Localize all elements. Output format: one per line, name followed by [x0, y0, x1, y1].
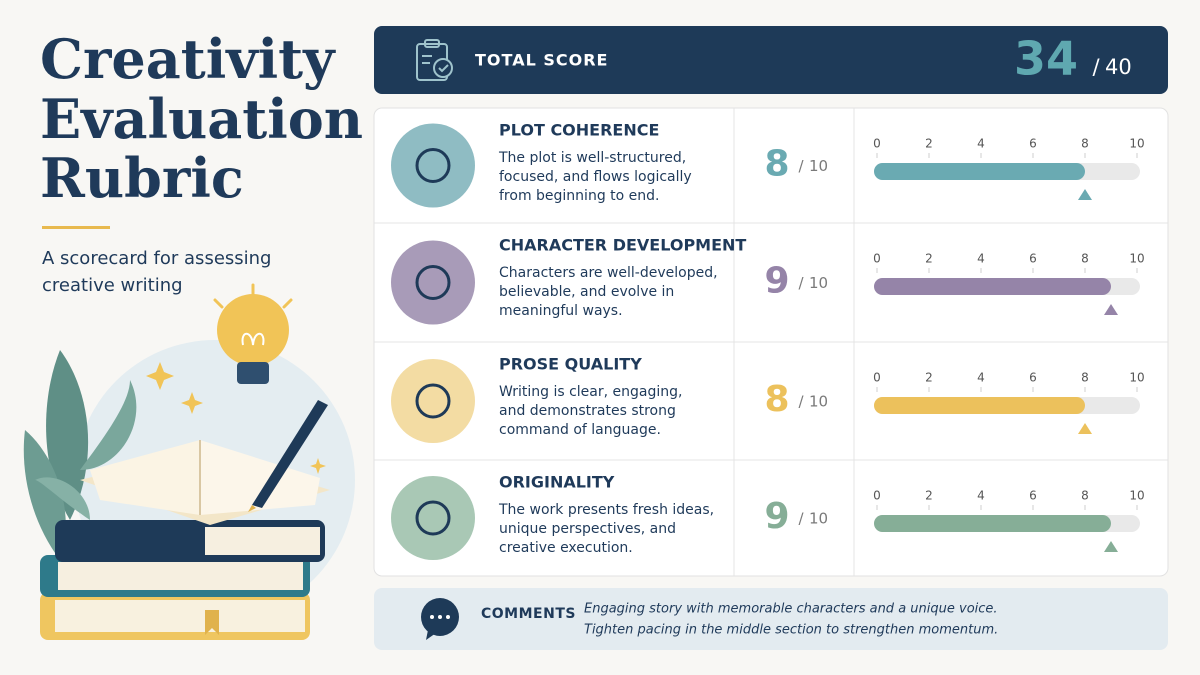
total-score-value: 34 [1014, 32, 1078, 86]
scale-tick-label: 8 [1081, 137, 1089, 151]
criterion-description: Characters are well-developed, [499, 265, 718, 281]
clipboard-icon [416, 39, 453, 81]
score-separator: / [798, 393, 804, 411]
scale-tick-label: 8 [1081, 489, 1089, 503]
criterion-name: PLOT COHERENCE [499, 121, 659, 140]
criterion-description: believable, and evolve in [499, 284, 674, 300]
scale-tick-label: 4 [977, 137, 985, 151]
criterion-description: Writing is clear, engaging, [499, 384, 682, 400]
criterion-description: from beginning to end. [499, 188, 659, 204]
criterion-description: The work presents fresh ideas, [498, 502, 714, 518]
criterion-icon [391, 359, 475, 443]
criterion-score: 8 [764, 379, 789, 420]
comment-line: Tighten pacing in the middle section to … [584, 623, 998, 638]
criterion-icon [391, 240, 475, 325]
scale-tick-label: 4 [977, 371, 985, 385]
scale-tick-label: 0 [873, 371, 881, 385]
score-separator: / [798, 510, 804, 528]
criterion-description: meaningful ways. [499, 303, 623, 319]
scale-tick-label: 0 [873, 137, 881, 151]
criterion-score: 8 [764, 144, 789, 185]
scale-tick-label: 0 [873, 252, 881, 266]
criterion-icon [391, 476, 475, 560]
scale-tick-label: 8 [1081, 371, 1089, 385]
scale-tick-label: 0 [873, 489, 881, 503]
criterion-icon [391, 123, 475, 208]
score-bar [874, 515, 1111, 532]
score-marker [1078, 423, 1092, 434]
title-line: Evaluation [40, 87, 363, 151]
comments-panel [374, 588, 1168, 650]
criterion-max: 10 [809, 157, 828, 175]
illustration [23, 283, 355, 640]
scale-tick-label: 6 [1029, 137, 1037, 151]
score-marker [1104, 541, 1118, 552]
score-separator: / [798, 157, 804, 175]
scale-tick-label: 10 [1129, 252, 1144, 266]
title-line: Creativity [40, 27, 336, 91]
criteria-rows: PLOT COHERENCE The plot is well-structure… [374, 121, 1168, 560]
subtitle-line: A scorecard for assessing [42, 248, 271, 269]
score-separator: / [798, 274, 804, 292]
criterion-description: unique perspectives, and [499, 521, 676, 537]
score-bar [874, 163, 1085, 180]
scale-tick-label: 6 [1029, 489, 1037, 503]
scale-tick-label: 10 [1129, 137, 1144, 151]
criterion-description: and demonstrates strong [499, 403, 676, 419]
comment-line: Engaging story with memorable characters… [584, 602, 998, 617]
comments-label: COMMENTS [481, 606, 576, 622]
total-max: 40 [1105, 55, 1132, 79]
criterion-name: CHARACTER DEVELOPMENT [499, 236, 746, 255]
score-marker [1078, 189, 1092, 200]
criterion-icon-glyph [415, 500, 451, 536]
scale-tick-label: 2 [925, 371, 933, 385]
scale-tick-label: 4 [977, 489, 985, 503]
criterion-description: creative execution. [499, 540, 633, 556]
scale-tick-label: 4 [977, 252, 985, 266]
total-score-label: TOTAL SCORE [475, 51, 608, 70]
scale-tick-label: 8 [1081, 252, 1089, 266]
score-bar [874, 278, 1111, 295]
criterion-icon-glyph [415, 383, 451, 419]
criterion-score: 9 [764, 496, 789, 537]
criterion-description: The plot is well-structured, [498, 150, 686, 166]
scale-tick-label: 10 [1129, 489, 1144, 503]
criterion-description: focused, and flows logically [499, 169, 692, 185]
scale-tick-label: 10 [1129, 371, 1144, 385]
criterion-max: 10 [809, 510, 828, 528]
title-line: Rubric [40, 146, 244, 210]
score-marker [1104, 304, 1118, 315]
criterion-name: ORIGINALITY [499, 473, 615, 492]
criterion-icon-glyph [415, 148, 451, 183]
criterion-icon-glyph [415, 265, 451, 300]
criterion-max: 10 [809, 274, 828, 292]
criterion-description: command of language. [499, 422, 661, 438]
scale-tick-label: 2 [925, 252, 933, 266]
scale-tick-label: 6 [1029, 252, 1037, 266]
scale-tick-label: 2 [925, 137, 933, 151]
criterion-max: 10 [809, 393, 828, 411]
criterion-score: 9 [764, 261, 789, 302]
total-score-bar [374, 26, 1168, 94]
total-separator: / [1092, 55, 1100, 79]
subtitle-line: creative writing [42, 275, 183, 296]
comments-icon [421, 598, 459, 640]
scale-tick-label: 6 [1029, 371, 1037, 385]
title-rule [42, 226, 110, 229]
scale-tick-label: 2 [925, 489, 933, 503]
title: Creativity Evaluation Rubric [40, 27, 363, 210]
criterion-name: PROSE QUALITY [499, 355, 642, 374]
score-bar [874, 397, 1085, 414]
